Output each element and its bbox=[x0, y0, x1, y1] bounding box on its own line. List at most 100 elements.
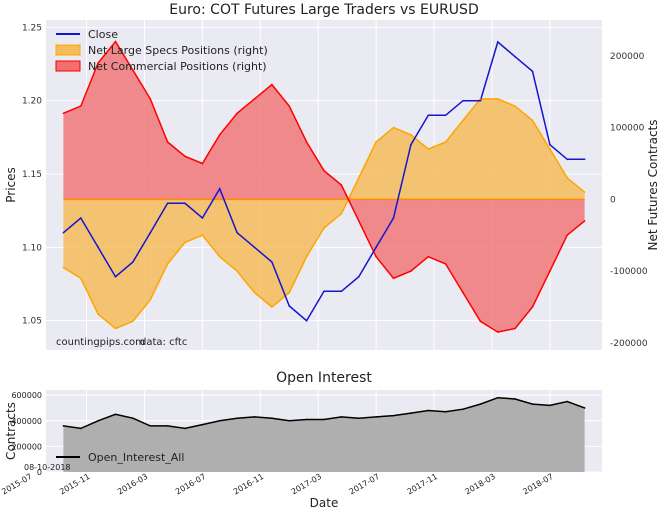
oi-point bbox=[531, 403, 534, 405]
close-point bbox=[566, 158, 569, 161]
specs-point bbox=[549, 148, 551, 150]
watermark-text: countingpips.com bbox=[56, 337, 145, 348]
commercial-point bbox=[462, 291, 464, 294]
y-left-label: Prices bbox=[4, 167, 18, 203]
oi-point bbox=[357, 417, 360, 419]
commercial-point bbox=[305, 141, 308, 143]
specs-point bbox=[427, 148, 430, 150]
oi-data-points bbox=[62, 396, 586, 430]
legend-oi-label: Open_Interest_All bbox=[88, 451, 184, 464]
specs-point bbox=[496, 98, 499, 100]
commercial-point bbox=[201, 162, 204, 165]
close-point bbox=[166, 202, 169, 205]
oi-point bbox=[79, 427, 82, 430]
close-point bbox=[62, 231, 65, 234]
oi-x-tick-label: 2017-11 bbox=[406, 472, 439, 497]
close-point bbox=[531, 70, 534, 73]
specs-point bbox=[62, 266, 65, 269]
commercial-point bbox=[218, 133, 221, 136]
close-point bbox=[288, 305, 291, 307]
commercial-point bbox=[271, 83, 273, 86]
y-left-tick-label: 1.15 bbox=[22, 170, 42, 180]
legend-specs-label: Net Large Specs Positions (right) bbox=[88, 44, 268, 57]
oi-x-tick-label: 2017-03 bbox=[290, 472, 323, 497]
commercial-point bbox=[288, 105, 291, 107]
oi-point bbox=[201, 423, 204, 426]
commercial-point bbox=[236, 112, 238, 115]
close-point bbox=[427, 114, 430, 117]
oi-point bbox=[132, 417, 134, 419]
oi-x-tick-label: 2018-03 bbox=[464, 472, 497, 497]
oi-y-label: Contracts bbox=[4, 402, 18, 460]
specs-point bbox=[583, 191, 586, 193]
oi-point bbox=[114, 413, 117, 416]
oi-point bbox=[479, 403, 482, 405]
main-title: Euro: COT Futures Large Traders vs EURUS… bbox=[169, 2, 478, 18]
close-point bbox=[218, 187, 221, 190]
oi-x-tick-label: 2015-11 bbox=[58, 472, 91, 497]
close-point bbox=[357, 275, 360, 278]
commercial-point bbox=[427, 255, 430, 258]
y-left-tick-label: 1.20 bbox=[22, 97, 42, 107]
oi-point bbox=[410, 412, 412, 414]
commercial-point bbox=[496, 331, 499, 333]
specs-point bbox=[323, 227, 325, 229]
oi-point bbox=[566, 400, 569, 403]
close-point bbox=[496, 41, 499, 43]
commercial-point bbox=[410, 270, 412, 272]
oi-area bbox=[63, 397, 585, 472]
legend-commercial-swatch bbox=[55, 60, 81, 72]
oi-point bbox=[444, 410, 447, 413]
close-point bbox=[583, 158, 586, 161]
close-point bbox=[201, 217, 204, 219]
oi-point bbox=[340, 416, 343, 418]
commercial-point bbox=[583, 220, 586, 222]
oi-legend: Open_Interest_All bbox=[56, 451, 184, 464]
oi-point bbox=[288, 419, 291, 422]
commercial-point bbox=[514, 327, 516, 330]
oi-x-tick-label: 2016-11 bbox=[232, 472, 265, 497]
y-left-tick-label: 1.05 bbox=[22, 317, 42, 327]
oi-point bbox=[97, 419, 99, 422]
specs-point bbox=[149, 298, 152, 301]
specs-point bbox=[97, 313, 99, 315]
close-point bbox=[549, 143, 551, 146]
commercial-point bbox=[62, 112, 65, 115]
commercial-point bbox=[375, 255, 377, 258]
oi-point bbox=[166, 425, 169, 427]
commercial-point bbox=[479, 320, 482, 323]
oi-y-tick-label: 400000 bbox=[11, 417, 42, 426]
oi-date-stamp: 08-10-2018 bbox=[24, 463, 71, 472]
oi-x-tick-label: 2015-07 bbox=[0, 472, 33, 497]
commercial-point bbox=[549, 270, 551, 272]
oi-point bbox=[583, 407, 586, 409]
commercial-point bbox=[166, 141, 169, 143]
y-right-tick-label: 200000 bbox=[610, 52, 645, 62]
specs-point bbox=[201, 234, 204, 237]
oi-x-tick-label: 2018-07 bbox=[521, 472, 554, 497]
oi-title: Open Interest bbox=[276, 370, 372, 386]
commercial-point bbox=[79, 105, 82, 107]
oi-point bbox=[271, 417, 273, 419]
close-point bbox=[253, 246, 256, 249]
y-left-tick-label: 1.10 bbox=[22, 243, 42, 253]
oi-point bbox=[549, 404, 551, 407]
oi-point bbox=[305, 418, 308, 421]
specs-point bbox=[132, 320, 134, 323]
close-point bbox=[462, 99, 464, 102]
main-data-points bbox=[62, 40, 586, 333]
oi-y-tick-label: 0 bbox=[37, 468, 42, 477]
y-right-label: Net Futures Contracts bbox=[646, 119, 660, 250]
specs-point bbox=[375, 141, 377, 143]
close-point bbox=[323, 290, 325, 293]
close-point bbox=[340, 290, 343, 293]
oi-point bbox=[184, 427, 186, 430]
specs-point bbox=[79, 277, 82, 280]
close-point bbox=[236, 231, 238, 234]
specs-point bbox=[444, 141, 447, 143]
oi-point bbox=[323, 418, 325, 421]
close-point bbox=[132, 261, 134, 263]
oi-y-tick-label: 600000 bbox=[11, 391, 42, 400]
y-right-ticks: -200000 -100000 0 100000 200000 bbox=[610, 52, 648, 349]
specs-point bbox=[218, 255, 221, 258]
